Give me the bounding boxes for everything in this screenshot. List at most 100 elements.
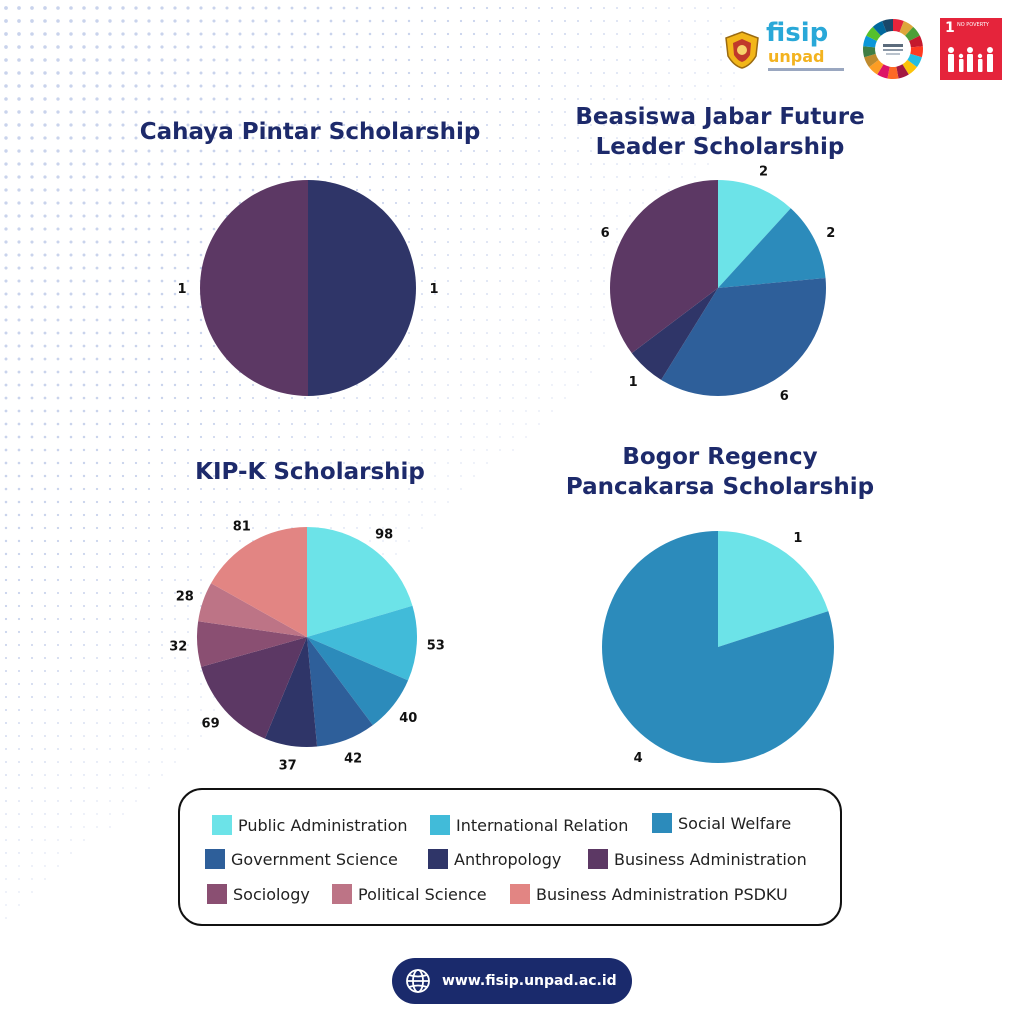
background-dot xyxy=(69,58,73,62)
background-dot xyxy=(317,449,319,451)
background-dot xyxy=(239,475,241,477)
background-dot xyxy=(434,189,436,191)
background-dot xyxy=(30,539,34,543)
background-dot xyxy=(135,800,137,802)
background-dot xyxy=(446,32,450,36)
unpad-wordmark: unpad xyxy=(768,47,825,66)
background-dot xyxy=(135,579,137,581)
background-dot xyxy=(199,266,203,270)
website-url[interactable]: www.fisip.unpad.ac.id xyxy=(442,973,617,989)
background-dot xyxy=(421,228,423,230)
background-dot xyxy=(486,254,488,256)
background-dot xyxy=(160,292,164,296)
background-dot xyxy=(43,357,47,361)
background-dot xyxy=(408,488,410,490)
background-dot xyxy=(95,240,99,244)
background-dot xyxy=(603,72,605,74)
background-dot xyxy=(121,448,125,452)
background-dot xyxy=(134,422,138,426)
background-dot xyxy=(472,19,476,23)
background-dot xyxy=(30,201,34,205)
background-dot xyxy=(499,280,501,282)
background-dot xyxy=(95,45,99,49)
background-dot xyxy=(199,84,203,88)
background-dot xyxy=(17,240,21,244)
website-pill[interactable]: www.fisip.unpad.ac.id xyxy=(392,958,632,1004)
background-dot xyxy=(421,319,423,321)
background-dot xyxy=(30,6,34,10)
background-dot xyxy=(499,319,501,321)
background-dot xyxy=(668,46,670,48)
background-dot xyxy=(447,436,449,438)
background-dot xyxy=(251,45,255,49)
background-dot xyxy=(551,358,553,360)
background-dot xyxy=(369,397,371,399)
background-dot xyxy=(56,422,60,426)
background-dot xyxy=(499,98,501,100)
background-dot xyxy=(4,591,8,595)
background-dot xyxy=(499,436,501,438)
background-dot xyxy=(31,800,33,802)
background-dot xyxy=(407,123,411,127)
background-dot xyxy=(590,371,592,373)
background-dot xyxy=(17,539,21,543)
background-dot xyxy=(96,826,98,828)
background-dot xyxy=(499,293,501,295)
background-dot xyxy=(44,774,46,776)
pie-slice-political-science xyxy=(198,583,307,637)
background-dot xyxy=(18,800,20,802)
background-dot xyxy=(603,46,605,48)
background-dot xyxy=(511,58,515,62)
background-dot xyxy=(251,149,255,153)
background-dot xyxy=(17,6,21,10)
background-dot xyxy=(83,800,85,802)
background-dot xyxy=(4,71,8,75)
background-dot xyxy=(108,526,112,530)
slice-value-label: 32 xyxy=(169,639,187,654)
background-dot xyxy=(421,241,423,243)
background-dot xyxy=(186,409,190,413)
background-dot xyxy=(134,396,138,400)
background-dot xyxy=(122,592,124,594)
background-dot xyxy=(356,462,358,464)
background-dot xyxy=(17,383,21,387)
background-dot xyxy=(56,435,60,439)
background-dot xyxy=(56,578,60,582)
background-dot xyxy=(69,19,73,23)
background-dot xyxy=(18,865,20,867)
background-dot xyxy=(238,162,242,166)
background-dot xyxy=(251,422,255,426)
background-dot xyxy=(290,45,294,49)
family-icon xyxy=(948,47,993,72)
background-dot xyxy=(603,7,605,9)
background-dot xyxy=(264,6,268,10)
background-dot xyxy=(17,71,21,75)
background-dot xyxy=(382,384,384,386)
background-dot xyxy=(512,436,514,438)
background-dot xyxy=(407,110,411,114)
background-dot xyxy=(135,605,137,607)
background-dot xyxy=(499,228,501,230)
pie-slice-government-science xyxy=(307,637,373,747)
background-dot xyxy=(160,188,164,192)
background-dot xyxy=(252,527,254,529)
background-dot xyxy=(733,98,735,100)
background-dot xyxy=(212,409,216,413)
background-dot xyxy=(121,97,125,101)
background-dot xyxy=(225,45,229,49)
background-dot xyxy=(290,175,294,179)
background-dot xyxy=(18,748,20,750)
background-dot xyxy=(499,202,501,204)
background-dot xyxy=(291,488,293,490)
background-dot xyxy=(18,891,20,893)
background-dot xyxy=(512,228,514,230)
background-dot xyxy=(43,214,47,218)
background-dot xyxy=(30,305,34,309)
background-dot xyxy=(4,487,8,491)
background-dot xyxy=(160,344,164,348)
background-dot xyxy=(44,813,46,815)
background-dot xyxy=(694,7,696,9)
background-dot xyxy=(173,175,177,179)
background-dot xyxy=(420,136,424,140)
background-dot xyxy=(121,292,125,296)
